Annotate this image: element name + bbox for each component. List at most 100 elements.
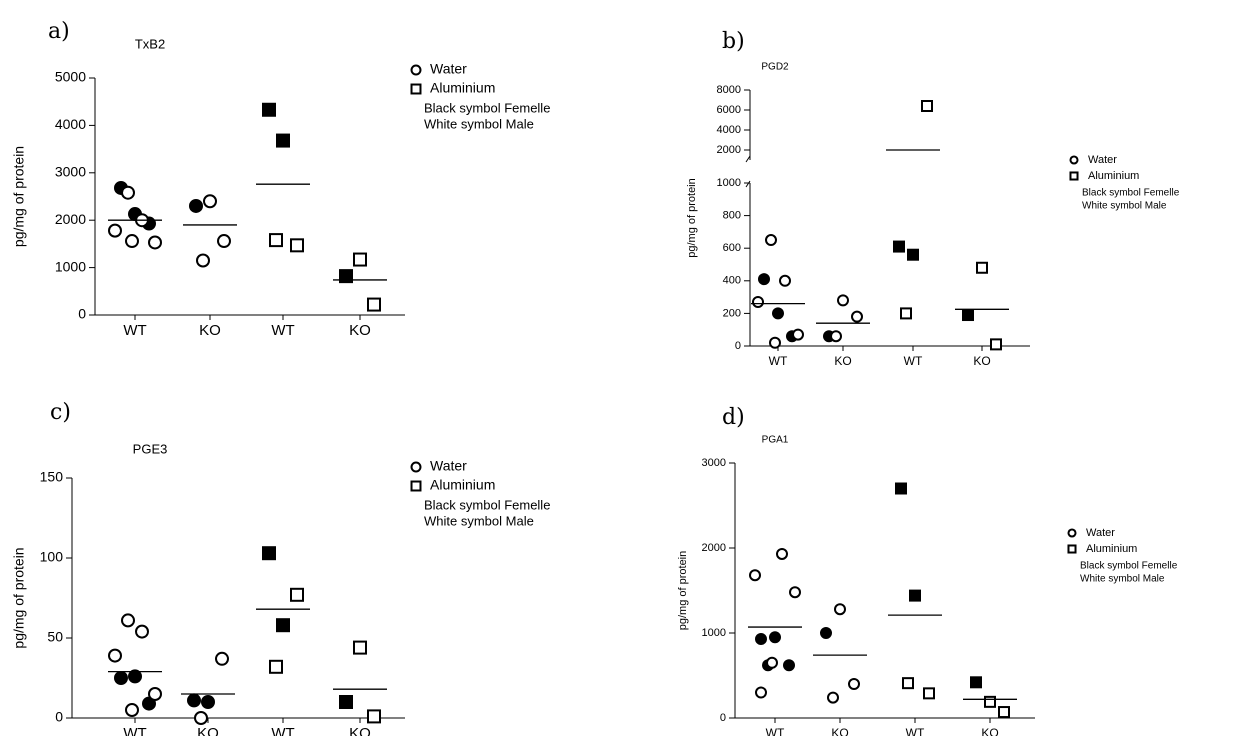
data-point [125,703,139,717]
data-point [203,194,217,209]
y-axis-label: pg/mg of protein [11,146,27,247]
panel-label: c) [50,400,71,425]
y-tick-label: 2000 [702,542,726,554]
x-tick-label: WT [769,354,788,368]
x-tick-label: WT [123,322,146,339]
legend-label: Water [430,458,467,474]
data-point [755,632,767,645]
y-axis-label: pg/mg of protein [686,178,698,258]
data-point [353,640,367,655]
data-point [353,252,367,267]
data-point [907,248,919,261]
legend-marker [1069,171,1079,181]
data-point [851,310,863,323]
data-point [367,297,381,312]
data-point [837,294,849,307]
legend-marker [410,64,422,76]
chart-title: PGE3 [133,441,168,456]
data-point [128,669,142,684]
y-axis-label: pg/mg of protein [11,547,27,648]
legend-marker [410,480,422,492]
data-point [772,307,784,320]
data-point [262,546,276,561]
legend-note: Black symbol Femelle [424,100,550,115]
data-point [367,709,381,724]
y-tick-label: 0 [78,306,86,322]
legend-label: Aluminium [1086,543,1137,555]
x-tick-label: WT [906,726,925,736]
legend-note: Black symbol Femelle [1082,188,1180,199]
legend-label: Water [1088,154,1117,166]
y-tick-label: 5000 [55,69,86,85]
x-tick-label: WT [904,354,923,368]
data-point [776,547,788,560]
y-tick-label: 150 [40,469,64,485]
y-tick-label: 50 [47,629,63,645]
legend-note: White symbol Male [424,116,534,131]
data-point [148,687,162,701]
legend-marker [410,461,422,473]
data-point [125,234,139,249]
y-tick-label: 3000 [55,164,86,180]
data-point [196,253,210,268]
legend-label: Aluminium [430,477,495,493]
x-tick-label: WT [123,725,146,736]
data-point [789,586,801,599]
chart-title: PGA1 [762,435,789,446]
data-point [194,711,208,725]
x-tick-label: KO [349,725,371,736]
data-point [339,269,353,284]
x-tick-label: KO [199,322,221,339]
data-point [998,706,1010,719]
data-point [765,234,777,247]
y-tick-label: 100 [40,549,64,565]
data-point [201,695,215,709]
y-tick-label: 800 [723,210,741,222]
legend-label: Aluminium [430,80,495,96]
panel-label: d) [722,405,745,430]
data-point [827,691,839,704]
data-point [189,198,203,213]
data-point [900,307,912,320]
y-tick-label: 0 [720,712,726,724]
y-tick-label: 2000 [717,144,741,156]
y-tick-label: 400 [723,275,741,287]
data-point [121,185,135,200]
x-tick-label: KO [981,726,998,736]
y-tick-label: 6000 [717,104,741,116]
y-tick-label: 1000 [717,177,741,189]
data-point [276,618,290,633]
data-point [135,624,149,639]
data-point [749,569,761,582]
data-point [217,234,231,249]
data-point [215,651,229,666]
data-point [820,627,832,639]
x-tick-label: KO [349,322,371,339]
y-tick-label: 1000 [702,627,726,639]
y-tick-label: 200 [723,307,741,319]
y-tick-label: 4000 [717,124,741,136]
x-tick-label: KO [831,726,848,736]
y-tick-label: 4000 [55,116,86,132]
legend-label: Water [1086,527,1115,539]
legend-marker [1069,155,1079,165]
panel-label: b) [722,29,745,54]
y-tick-label: 8000 [717,84,741,96]
axis-break [745,155,751,188]
data-point [187,693,201,708]
legend-note: White symbol Male [1082,201,1167,212]
y-tick-label: 0 [735,340,741,352]
y-tick-label: 1000 [55,258,86,274]
y-tick-label: 3000 [702,457,726,469]
data-point [909,589,921,602]
data-point [108,648,122,663]
data-point [758,273,770,286]
data-point [902,677,914,690]
data-point [755,686,767,699]
data-point [276,133,290,148]
data-point [976,261,988,274]
data-point [108,223,122,238]
legend-note: Black symbol Femelle [424,497,550,512]
data-point [830,330,842,343]
